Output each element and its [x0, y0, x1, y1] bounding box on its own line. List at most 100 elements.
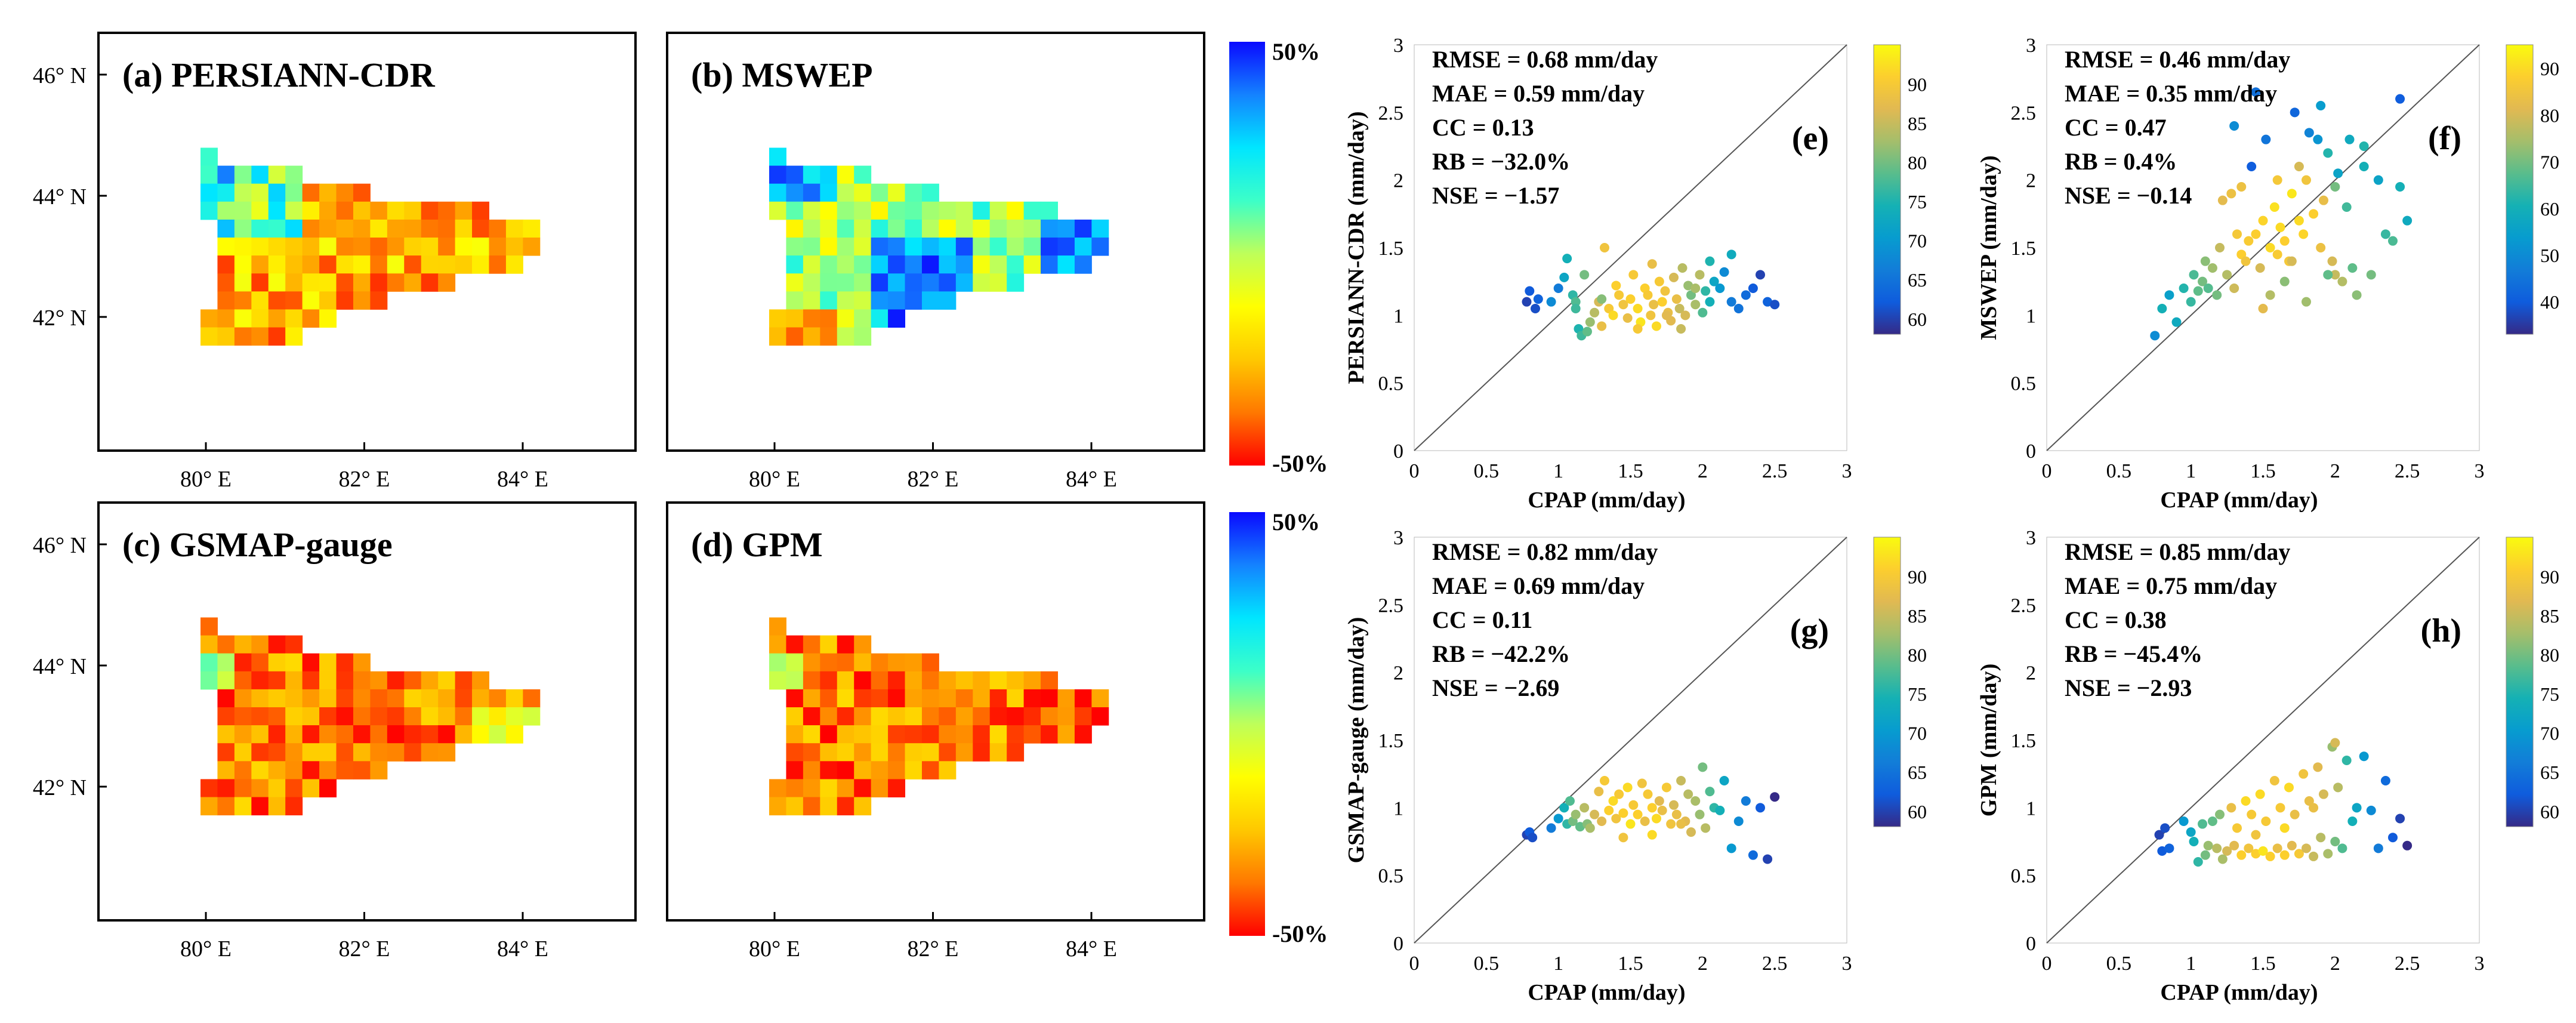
scatter-point-h [2198, 819, 2207, 829]
scatter-point-g [1608, 796, 1618, 806]
map-cell-c [319, 779, 337, 797]
scatter-xtick-e: 0.5 [1474, 460, 1500, 482]
scatter-stat-g: CC = 0.11 [1432, 606, 1532, 633]
map-cell-c [336, 743, 354, 762]
scatter-point-h [2193, 857, 2203, 867]
scatter-point-f [2313, 134, 2323, 144]
map-cell-d [939, 725, 957, 744]
scatter-ytick-f: 1.5 [2011, 238, 2037, 260]
scatter-xtick-f: 0.5 [2106, 460, 2132, 482]
map-cell-d [888, 707, 906, 726]
map-cell-b [1041, 238, 1058, 256]
scatter-colorbar-tick-h: 75 [2540, 683, 2559, 705]
scatter-point-h [2212, 843, 2222, 853]
map-cell-d [837, 797, 854, 816]
map-cell-a [319, 273, 337, 292]
map-cell-b [871, 273, 889, 292]
scatter-point-f [2366, 270, 2376, 280]
map-cell-b [769, 165, 786, 184]
scatter-point-f [2287, 189, 2297, 199]
map-cell-c [285, 653, 303, 672]
scatter-point-f [2287, 256, 2297, 266]
map-cell-b [1057, 238, 1075, 256]
map-cell-a [336, 219, 354, 238]
map-cell-b [871, 255, 889, 274]
map-cell-b [786, 238, 804, 256]
scatter-ytick-e: 0.5 [1378, 373, 1404, 395]
map-cell-a [336, 201, 354, 220]
map-cell-c [404, 689, 422, 708]
scatter-point-h [2373, 843, 2383, 853]
map-cell-c [268, 707, 286, 726]
map-cell-d [1007, 689, 1025, 708]
scatter-xtick-h: 1.5 [2250, 953, 2276, 975]
map-cell-c [404, 725, 422, 744]
map-cell-c [370, 743, 388, 762]
map-cell-c [268, 689, 286, 708]
map-cell-d [1091, 707, 1109, 726]
map-cell-b [837, 255, 854, 274]
map-cell-b [803, 165, 820, 184]
scatter-point-h [2157, 846, 2167, 856]
scatter-point-g [1669, 800, 1679, 810]
map-cell-a [217, 273, 235, 292]
map-cell-a [200, 183, 218, 202]
map-cell-d [973, 689, 991, 708]
map-cell-d [1041, 707, 1058, 726]
map-xtick-label-d: 82° E [908, 936, 959, 962]
map-cell-b [854, 327, 872, 346]
map-cell-a [353, 291, 371, 310]
map-cell-b [854, 201, 872, 220]
map-cell-d [905, 761, 923, 779]
map-cell-b [820, 255, 838, 274]
map-cell-a [285, 255, 303, 274]
scatter-point-g [1637, 778, 1647, 788]
map-cell-b [973, 238, 991, 256]
map-cell-b [854, 183, 872, 202]
map-cell-a [472, 201, 489, 220]
scatter-point-e [1633, 324, 1643, 334]
scatter-point-f [2294, 162, 2304, 171]
scatter-ytick-e: 2.5 [1378, 102, 1404, 124]
map-cell-c [285, 761, 303, 779]
scatter-point-e [1611, 281, 1621, 291]
map-cell-d [955, 689, 973, 708]
scatter-xlabel-f: CPAP (mm/day) [2160, 488, 2318, 513]
map-cell-c [217, 707, 235, 726]
scatter-point-g [1618, 833, 1628, 843]
map-cell-d [921, 743, 939, 762]
map-cell-c [234, 707, 252, 726]
map-cell-b [989, 238, 1007, 256]
map-cell-b [989, 255, 1007, 274]
scatter-xlabel-g: CPAP (mm/day) [1528, 980, 1685, 1005]
map-cell-b [1007, 273, 1025, 292]
scatter-point-h [2333, 782, 2343, 793]
scatter-colorbar-tick-h: 70 [2540, 723, 2559, 744]
map-cell-b [1023, 201, 1041, 220]
map-cell-c [438, 707, 456, 726]
map-cell-b [939, 273, 957, 292]
scatter-point-e [1726, 249, 1736, 260]
map-cell-c [404, 671, 422, 690]
map-cell-d [854, 779, 872, 797]
scatter-point-e [1649, 300, 1659, 310]
map-cell-b [1091, 219, 1109, 238]
map-cell-b [989, 219, 1007, 238]
map-cell-b [820, 219, 838, 238]
scatter-panel-label-h: (h) [2421, 612, 2461, 649]
map-cell-c [285, 707, 303, 726]
scatter-point-e [1618, 300, 1628, 310]
map-cell-a [455, 201, 473, 220]
map-cell-c [421, 671, 439, 690]
one-to-one-line-h [2046, 537, 2480, 944]
scatter-point-e [1531, 304, 1540, 313]
map-cell-d [786, 761, 804, 779]
map-cell-d [786, 725, 804, 744]
map-cell-d [769, 635, 786, 654]
scatter-point-h [2309, 803, 2319, 813]
scatter-point-g [1770, 792, 1780, 802]
scatter-stat-f: CC = 0.47 [2065, 114, 2167, 141]
map-cell-c [234, 761, 252, 779]
map-cell-b [973, 201, 991, 220]
